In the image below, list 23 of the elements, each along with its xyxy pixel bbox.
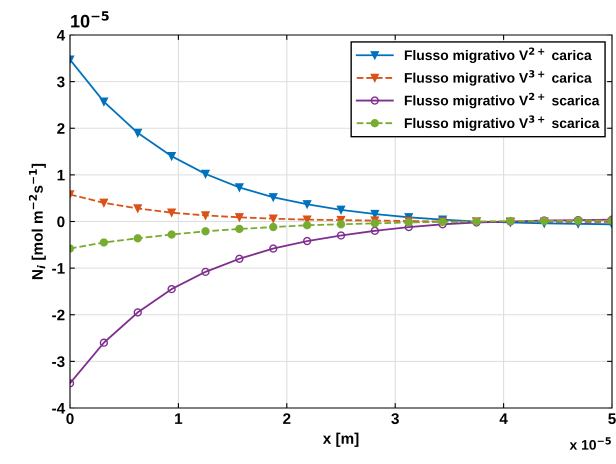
y-axis-title: N$_{i}$ [mol m$^{−2}$s$^{−1}$]	[28, 164, 46, 280]
y-tick-label: -3	[52, 356, 65, 368]
x-tick-label: 4	[500, 413, 508, 424]
x-tick-label: 5	[608, 413, 616, 424]
text: x 10$^{−5}$	[570, 437, 611, 450]
legend-label: Flusso migrativo V$^{2+}$ scarica	[404, 92, 600, 108]
x-tick-label: 0	[66, 413, 74, 424]
y-tick-label: 2	[57, 123, 65, 134]
y-tick-label: -1	[52, 263, 65, 274]
legend-label: Flusso migrativo V$^{3+}$ scarica	[404, 115, 600, 131]
x-tick-label: 2	[283, 413, 290, 424]
x-axis-title: x [m]	[322, 432, 358, 447]
y-tick-label: 0	[57, 216, 65, 228]
text: 10$^{−5}$	[71, 11, 109, 28]
x-tick-label: 1	[175, 413, 182, 424]
y-tick-label: 4	[56, 30, 66, 41]
y-tick-label: 3	[56, 76, 65, 88]
y-tick-label: -4	[52, 403, 66, 414]
y-tick-label: 1	[58, 170, 65, 180]
y-tick-label: -2	[52, 310, 65, 320]
legend-label: Flusso migrativo V$^{2+}$ carica	[404, 48, 592, 63]
legend-label: Flusso migrativo V$^{3+}$ carica	[404, 70, 592, 86]
x-tick-label: 3	[391, 413, 399, 424]
